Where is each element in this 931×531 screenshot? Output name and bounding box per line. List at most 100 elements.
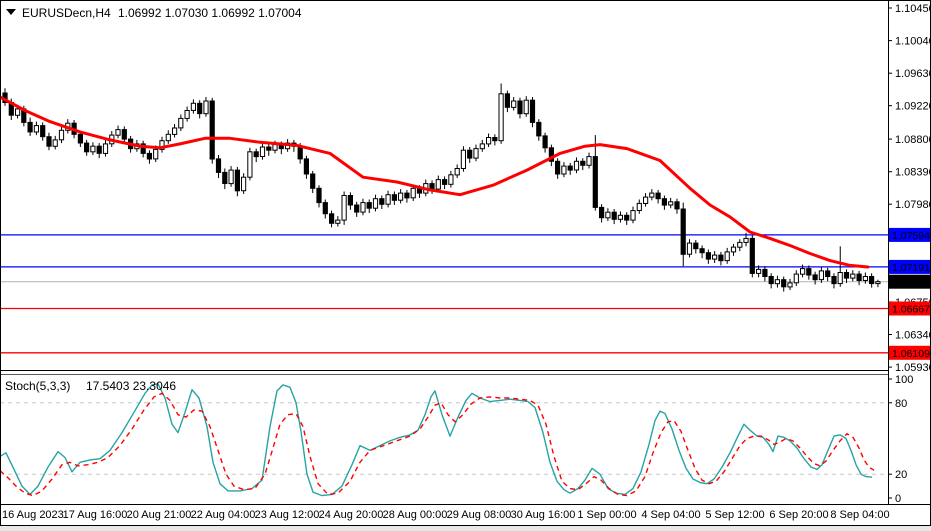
time-axis-label: 6 Sep 20:00 (769, 509, 828, 521)
candle-body (228, 169, 234, 185)
candle-body (115, 129, 121, 136)
candle-body (806, 268, 812, 276)
candle-body (84, 142, 90, 153)
candle-body (730, 246, 737, 253)
candle-body (869, 276, 875, 285)
candle-body (529, 99, 536, 123)
candle-body (580, 160, 586, 166)
stoch-D-line (0, 392, 875, 497)
candle-body (241, 176, 247, 192)
candle-body (178, 117, 184, 129)
candle-body (875, 281, 881, 285)
candle-body (630, 210, 636, 221)
candle-body (15, 108, 21, 116)
candle-body (737, 241, 743, 248)
price-tick-label: 1.09630 (895, 68, 931, 80)
candle-body (825, 270, 831, 277)
candle-body (335, 219, 341, 224)
candle-body (329, 213, 335, 224)
candle-body (159, 140, 165, 150)
chart-marker-icon[interactable] (6, 9, 16, 15)
candle-body (743, 237, 749, 243)
stoch-chart-area[interactable] (0, 374, 888, 504)
candle-body (617, 214, 623, 220)
candle-body (410, 187, 416, 199)
candle-body (555, 160, 561, 175)
candle-body (693, 242, 699, 250)
candle-body (435, 179, 441, 190)
candle-body (850, 273, 856, 279)
candle-body (27, 121, 33, 133)
candle-body (712, 254, 718, 260)
candle-body (442, 179, 448, 185)
candle-body (605, 211, 611, 219)
candle-body (272, 144, 278, 151)
price-badge-label: 1.07191 (892, 262, 930, 274)
candle-body (536, 121, 542, 137)
candle-body (724, 251, 730, 262)
candle-body (680, 208, 686, 255)
time-axis-label: 23 Aug 12:00 (255, 509, 320, 521)
candle-body (310, 173, 316, 189)
candle-body (259, 146, 266, 157)
candle-body (479, 143, 485, 150)
candle-body (253, 151, 259, 158)
time-axis-label: 16 Aug 2023 (2, 509, 64, 521)
candle-body (429, 183, 435, 190)
chart-title: EURUSDecn,H4 (22, 6, 111, 20)
candle-body (699, 248, 705, 254)
candle-body (843, 272, 850, 279)
candle-body (818, 270, 824, 281)
price-tick-label: 1.10450 (895, 3, 931, 15)
candle-body (391, 194, 397, 201)
price-badge-label: 1.06667 (892, 304, 930, 316)
price-badge-1.06109 (889, 345, 931, 360)
candle-body (140, 143, 146, 154)
candle-body (234, 169, 241, 192)
candle-body (762, 268, 768, 277)
main-chart-area[interactable] (0, 0, 888, 370)
candle-body (102, 143, 109, 154)
candle-body (856, 273, 862, 282)
candle-body (749, 237, 755, 274)
candle-body (756, 268, 762, 274)
candle-body (787, 282, 793, 288)
candle-body (40, 125, 46, 138)
price-tick-label: 1.08390 (895, 167, 931, 179)
stoch-tick-label: 100 (895, 374, 913, 386)
candle-body (643, 196, 649, 205)
candle-body (517, 100, 523, 115)
price-tick-label: 1.08800 (895, 134, 931, 146)
price-tick-label: 1.05930 (895, 362, 931, 374)
candle-body (190, 102, 197, 111)
candle-body (209, 100, 215, 160)
price-tick-label: 1.07980 (895, 199, 931, 211)
candle-body (718, 254, 724, 262)
candle-body (266, 146, 272, 151)
candle-body (599, 206, 605, 219)
candle-body (379, 198, 385, 205)
candle-body (341, 195, 347, 221)
candle-body (661, 198, 667, 206)
candle-body (222, 171, 228, 184)
time-axis-label: 5 Sep 12:00 (705, 509, 764, 521)
candle-body (146, 152, 153, 160)
candle-body (686, 242, 693, 255)
stoch-tick-label: 0 (895, 493, 901, 505)
stoch-tick-label: 80 (895, 398, 907, 410)
candle-body (366, 202, 372, 209)
candle-body (165, 133, 171, 142)
candle-body (197, 102, 203, 115)
candle-body (58, 129, 65, 141)
candle-body (486, 137, 492, 145)
candle-body (322, 202, 328, 215)
candle-body (121, 129, 127, 140)
candle-body (90, 145, 96, 153)
candle-body (831, 276, 837, 285)
price-badge-1.07191 (889, 259, 931, 274)
moving-average-line (0, 95, 870, 269)
indicator-label: Stoch(5,3,3) (5, 379, 70, 393)
candle-body (504, 93, 510, 108)
